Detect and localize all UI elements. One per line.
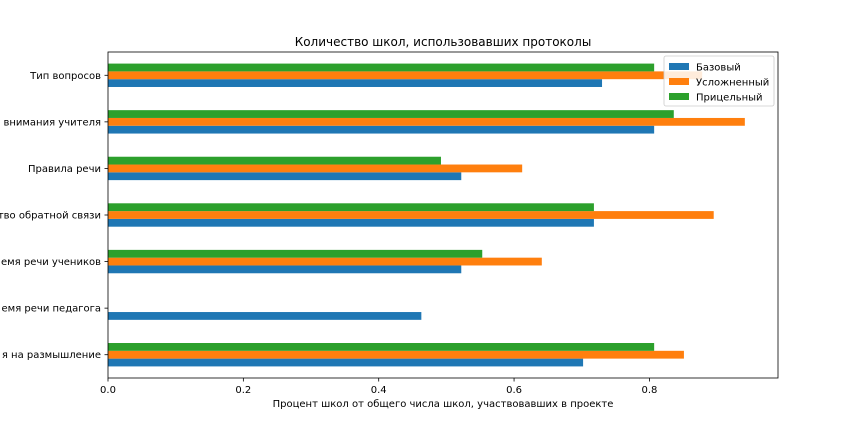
x-tick-label: 0.8 [641,385,657,396]
bar-2-5 [108,257,542,266]
bar-1-7 [108,358,584,367]
bar-2-1 [108,71,703,80]
legend-box [663,55,775,107]
bar-1-2 [108,125,655,134]
bar-3-5 [108,249,483,258]
y-tick-label: емя речи учеников [1,257,101,268]
x-tick-label: 0.4 [371,385,387,396]
y-tick-label: Правила речи [28,164,101,175]
bar-1-6 [108,312,422,320]
y-tick-label: Тип вопросов [29,71,101,82]
legend-label: Усложненный [696,78,769,89]
bars-layer [108,63,745,367]
bar-3-3 [108,156,441,165]
bar-3-7 [108,343,655,351]
chart-title: Количество школ, использовавших протокол… [295,35,592,49]
y-tick-label: я на размышление [2,350,101,361]
bar-2-7 [108,350,684,359]
x-axis: 0.0 0.2 0.4 0.6 0.8 [100,378,657,396]
bar-1-5 [108,265,462,274]
bar-2-4 [108,211,714,219]
legend-label: Базовый [696,63,741,74]
legend: Базовый Усложненный Прицельный [663,55,775,107]
legend-swatch [669,63,689,70]
legend-swatch [669,78,689,85]
bar-2-2 [108,117,745,126]
y-tick-label: тво обратной связи [0,211,101,222]
bar-2-3 [108,164,523,173]
x-tick-label: 0.0 [100,385,116,396]
bar-3-4 [108,203,594,212]
bar-1-4 [108,218,594,227]
y-tick-label: емя речи педагога [2,304,101,315]
y-tick-label: внимания учителя [3,117,101,128]
x-axis-label: Процент школ от общего числа школ, участ… [273,399,614,410]
legend-label: Прицельный [696,93,763,104]
plot-area [108,63,745,367]
bar-1-3 [108,172,462,181]
bar-3-1 [108,63,655,72]
x-tick-label: 0.6 [506,385,522,396]
legend-swatch [669,93,689,100]
x-tick-label: 0.2 [235,385,251,396]
bar-3-2 [108,110,674,118]
y-axis: Тип вопросов внимания учителя Правила речи… [0,71,108,361]
bar-1-1 [108,79,603,87]
